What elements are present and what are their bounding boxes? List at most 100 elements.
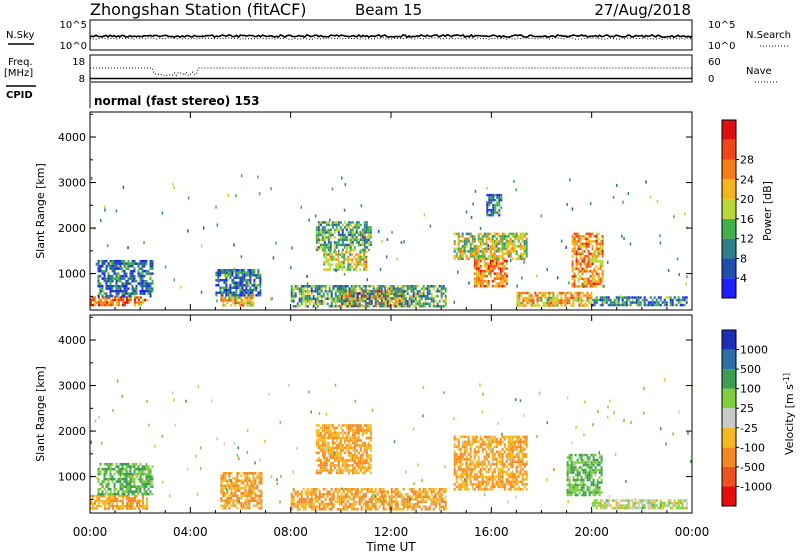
power-echo-cell xyxy=(515,232,518,236)
power-echo-cell xyxy=(497,257,500,261)
velocity-echo-cell xyxy=(123,477,126,481)
power-echo-cell xyxy=(259,274,262,277)
velocity-echo-cell xyxy=(483,458,486,461)
power-echo-cell xyxy=(109,277,112,280)
power-echo-cell xyxy=(131,292,134,295)
velocity-echo-cell xyxy=(105,492,108,496)
velocity-echo-cell xyxy=(312,488,315,491)
power-echo-cell xyxy=(345,250,348,254)
velocity-echo-cell xyxy=(422,490,425,493)
power-echo-cell xyxy=(314,300,317,303)
power-echo-cell xyxy=(361,250,364,254)
power-echo-cell xyxy=(325,243,328,247)
power-echo-cell xyxy=(219,271,222,274)
power-echo-cell xyxy=(593,252,596,256)
velocity-echo-cell xyxy=(428,505,431,508)
velocity-echo-cell xyxy=(224,487,227,490)
velocity-echo-cell xyxy=(347,439,350,442)
power-echo-cell xyxy=(487,264,490,268)
power-echo-cell xyxy=(343,255,346,259)
velocity-echo-cell xyxy=(367,456,370,460)
velocity-echo-cell xyxy=(361,461,364,465)
velocity-echo-cell xyxy=(426,495,429,498)
power-echo-cell xyxy=(94,298,96,302)
power-echo-cell xyxy=(298,292,301,295)
power-echo-cell xyxy=(296,305,299,308)
power-echo-cell xyxy=(121,277,124,280)
power-echo-cell xyxy=(329,255,332,259)
power-echo-cell xyxy=(511,242,514,246)
power-echo-cell xyxy=(327,268,330,271)
power-echo-cell xyxy=(552,304,555,307)
power-echo-cell xyxy=(100,303,102,307)
power-echo-cell xyxy=(503,237,506,241)
power-echo-cell xyxy=(329,243,332,247)
velocity-echo-cell xyxy=(246,499,249,502)
power-echo-cell xyxy=(236,299,239,302)
velocity-echo-cell xyxy=(359,426,362,430)
power-echo-cell xyxy=(109,264,112,268)
power-echo-cell xyxy=(360,297,363,300)
power-echo-cell xyxy=(499,277,502,280)
velocity-echo-cell xyxy=(335,431,338,435)
power-echo-cell xyxy=(577,285,580,288)
velocity-echo-cell xyxy=(317,459,320,462)
power-echo-cell xyxy=(498,203,501,207)
velocity-echo-cell xyxy=(465,443,468,446)
velocity-echo-cell xyxy=(360,505,363,508)
velocity-echo-cell xyxy=(314,505,317,508)
power-echo-cell xyxy=(241,286,244,289)
power-echo-cell xyxy=(107,272,110,275)
velocity-echo-cell xyxy=(432,503,435,506)
power-echo-cell xyxy=(111,269,114,273)
power-echo-cell xyxy=(494,211,497,214)
power-echo-cell xyxy=(349,250,352,254)
velocity-echo-region xyxy=(97,462,154,496)
power-echo-cell xyxy=(101,284,104,288)
power-echo-cell xyxy=(290,287,293,290)
velocity-echo-cell xyxy=(392,495,395,498)
power-echo-cell xyxy=(251,289,254,292)
velocity-echo-cell xyxy=(511,463,514,466)
power-echo-cell xyxy=(519,245,522,248)
velocity-echo-cell xyxy=(347,471,350,475)
power-echo-cell xyxy=(248,304,251,307)
velocity-echo-cell xyxy=(511,475,514,479)
velocity-echo-cell xyxy=(511,450,514,454)
power-echo-cell xyxy=(257,294,260,297)
power-echo-cell xyxy=(325,236,328,239)
velocity-echo-cell xyxy=(471,488,474,491)
velocity-echo-cell xyxy=(434,503,437,506)
power-echo-cell xyxy=(364,294,367,297)
power-echo-cell xyxy=(235,289,238,292)
velocity-echo-cell xyxy=(465,473,468,476)
power-echo-cell xyxy=(492,198,495,202)
power-echo-cell xyxy=(217,291,220,294)
power-echo-cell xyxy=(342,297,345,300)
power-echo-cell xyxy=(530,304,533,307)
power-echo-cell xyxy=(621,303,624,307)
power-echo-cell xyxy=(498,213,501,217)
velocity-echo-cell xyxy=(367,454,370,457)
velocity-echo-cell xyxy=(318,498,321,501)
power-echo-cell xyxy=(444,300,447,303)
power-echo-cell xyxy=(336,300,339,303)
power-echo-cell xyxy=(133,289,136,293)
velocity-echo-cell xyxy=(475,450,478,454)
velocity-echo-cell xyxy=(139,487,142,491)
power-echo-cell xyxy=(337,238,340,242)
power-echo-cell xyxy=(97,277,100,280)
velocity-echo-cell xyxy=(400,503,403,506)
velocity-echo-cell xyxy=(234,499,237,502)
velocity-echo-cell xyxy=(515,468,518,471)
velocity-echo-cell xyxy=(222,487,225,490)
power-echo-speck xyxy=(306,282,309,286)
power-echo-cell xyxy=(571,275,574,278)
power-echo-cell xyxy=(134,296,136,299)
velocity-echo-cell xyxy=(137,492,140,496)
power-echo-cell xyxy=(348,297,351,300)
velocity-echo-cell xyxy=(362,498,365,501)
power-echo-cell xyxy=(436,295,439,298)
power-echo-speck xyxy=(290,266,292,270)
power-echo-cell xyxy=(487,255,490,258)
